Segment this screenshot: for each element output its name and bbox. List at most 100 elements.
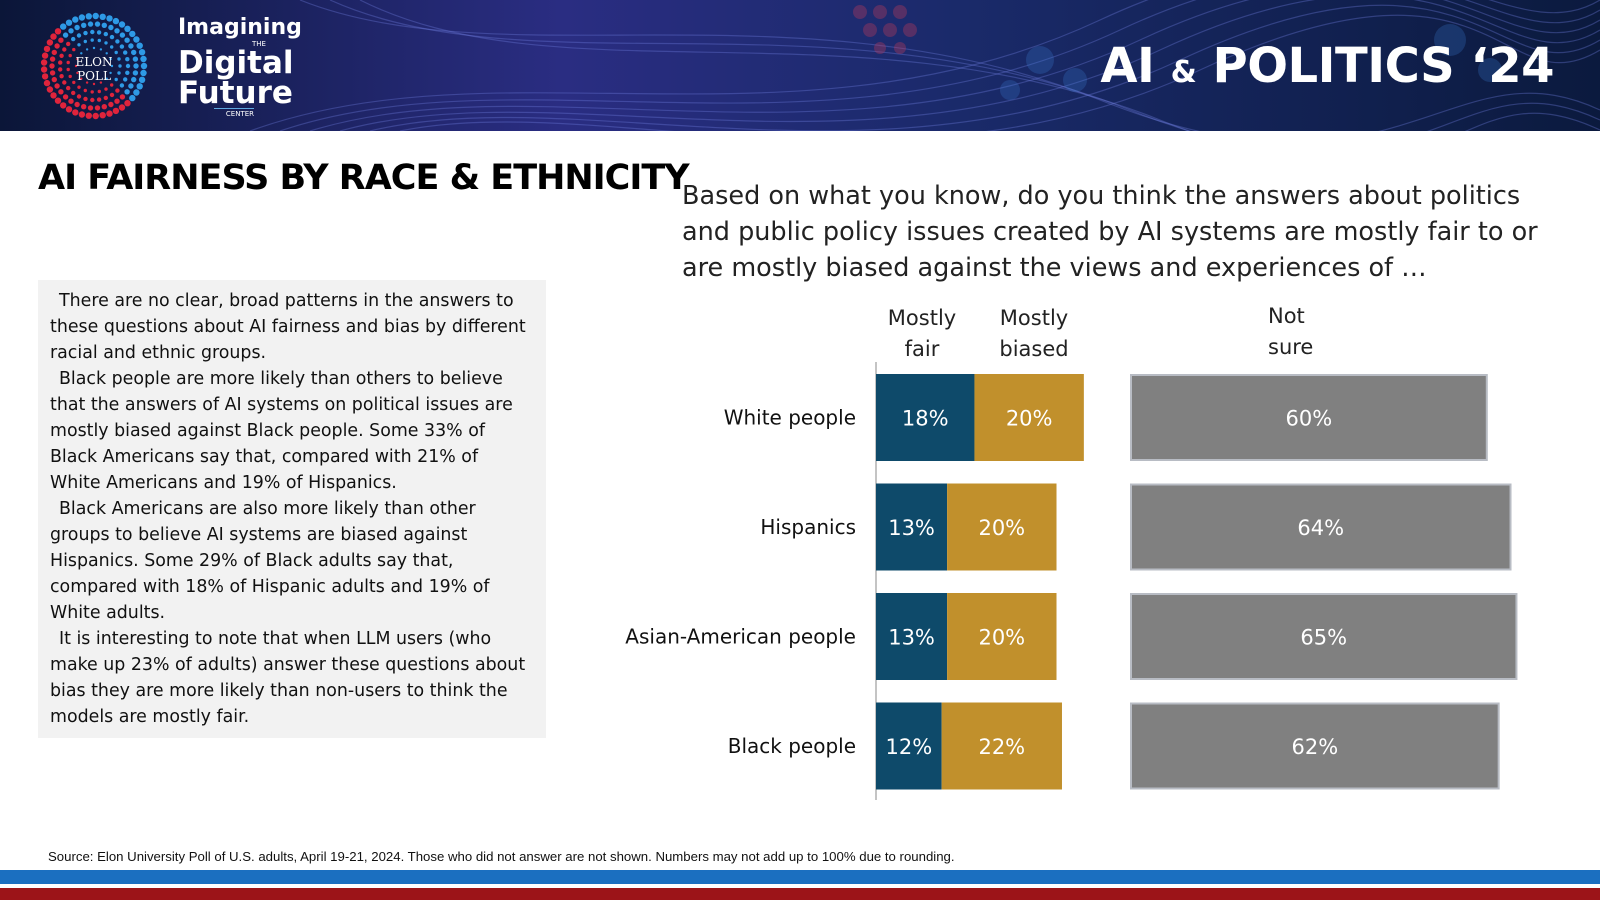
bar-mostly-fair <box>876 702 942 790</box>
logo-dot <box>62 80 67 85</box>
logo-dot <box>104 41 108 45</box>
logo-dot <box>131 76 137 83</box>
logo-dot <box>90 29 95 35</box>
logo-dot <box>83 39 87 44</box>
column-header-mostly-fair: Mostly fair <box>870 303 974 365</box>
logo-line3: Future <box>178 75 293 111</box>
logo-dot <box>136 83 143 90</box>
logo-dot <box>46 39 54 46</box>
summary-paragraph-1: There are no clear, broad patterns in th… <box>50 291 526 363</box>
logo-dot <box>117 71 121 75</box>
logo-dot <box>74 101 80 108</box>
logo-dot <box>132 56 139 62</box>
data-label: 22% <box>978 735 1025 759</box>
logo-dot <box>101 104 108 110</box>
summary-paragraph-4: It is interesting to note that when LLM … <box>50 629 526 727</box>
bar-mostly-biased <box>947 593 1057 680</box>
category-label: White people <box>724 406 856 430</box>
logo-dot <box>62 32 69 38</box>
logo-dot <box>60 23 67 30</box>
logo-dot <box>96 30 102 35</box>
logo-dot <box>54 28 62 35</box>
logo-dot <box>94 21 101 27</box>
logo-dot <box>105 52 108 55</box>
logo-dot <box>109 34 115 40</box>
logo-dot <box>110 64 114 68</box>
logo-dot <box>66 41 71 47</box>
logo-dot <box>74 64 78 68</box>
logo-dot <box>125 57 130 62</box>
logo-dot <box>138 49 146 56</box>
logo-dot <box>76 71 79 75</box>
logo-dot <box>40 66 48 73</box>
logo-dot <box>104 87 108 91</box>
logo-dot <box>129 94 136 102</box>
logo-poll-line1: ELON <box>75 55 112 69</box>
logo-dot <box>51 76 57 83</box>
logo-dot <box>66 85 71 91</box>
logo-dot <box>114 28 120 34</box>
logo-dot <box>109 92 115 98</box>
logo-dot <box>106 110 113 117</box>
logo-dot <box>49 56 56 62</box>
logo-center: CENTER <box>214 108 254 118</box>
logo-dot <box>118 104 126 111</box>
headline-part1: AI <box>1100 38 1155 94</box>
bar-mostly-biased <box>941 702 1062 790</box>
logo-dot <box>129 30 136 38</box>
logo-dot <box>133 89 140 96</box>
logo-dot <box>68 74 72 79</box>
logo-dot <box>87 105 94 111</box>
logo-dot <box>124 37 130 43</box>
logo-dot <box>92 112 99 120</box>
bar-mostly-fair <box>876 374 975 461</box>
category-label: Black people <box>728 734 856 758</box>
logo-dot <box>115 88 120 93</box>
logo-dot <box>68 98 74 104</box>
footer-stripe-blue <box>0 870 1600 884</box>
logo-dot <box>58 89 64 95</box>
logo-dot <box>140 69 147 77</box>
logo-dot <box>71 36 76 42</box>
logo-dot <box>58 37 64 43</box>
logo-dot <box>41 73 49 80</box>
source-note: Source: Elon University Poll of U.S. adu… <box>48 849 955 864</box>
logo-dot <box>108 101 114 108</box>
logo-dot <box>114 77 118 82</box>
data-label: 13% <box>888 516 935 540</box>
logo-dot <box>125 63 131 69</box>
logo-dot <box>92 12 99 20</box>
bar-mostly-fair <box>876 483 948 571</box>
data-label: 62% <box>1291 735 1338 759</box>
logo-dot <box>133 36 140 43</box>
logo-dot <box>101 22 108 28</box>
logo-dot <box>68 28 74 34</box>
category-label: Asian-American people <box>625 625 856 649</box>
category-label: Hispanics <box>760 515 856 539</box>
logo-dot <box>99 13 106 20</box>
logo-dot <box>71 90 76 96</box>
logo-dot <box>49 70 56 76</box>
elon-poll-logo: ELON POLL <box>40 12 148 120</box>
logo-dot <box>66 67 70 72</box>
logo-dot <box>128 83 134 89</box>
logo-dot <box>43 79 51 87</box>
logo-dot <box>83 88 87 93</box>
header-banner: ELON POLL Imagining THE Digital Future C… <box>0 0 1600 131</box>
logo-dot <box>41 52 49 59</box>
logo-dot <box>90 38 94 42</box>
data-label: 18% <box>902 407 949 431</box>
data-label: 13% <box>888 626 935 650</box>
column-header-line2: fair <box>904 337 940 361</box>
column-header-line2: sure <box>1268 335 1314 359</box>
logo-dot <box>65 106 73 113</box>
logo-dot <box>92 46 96 50</box>
logo-dot <box>124 89 130 95</box>
logo-dot <box>123 77 128 82</box>
column-header-line1: Mostly <box>887 306 957 330</box>
logo-dot <box>72 16 79 23</box>
banner-wave-graphic <box>0 0 1600 131</box>
logo-dot <box>118 64 122 68</box>
logo-dot <box>78 14 86 21</box>
logo-dot <box>83 96 88 102</box>
